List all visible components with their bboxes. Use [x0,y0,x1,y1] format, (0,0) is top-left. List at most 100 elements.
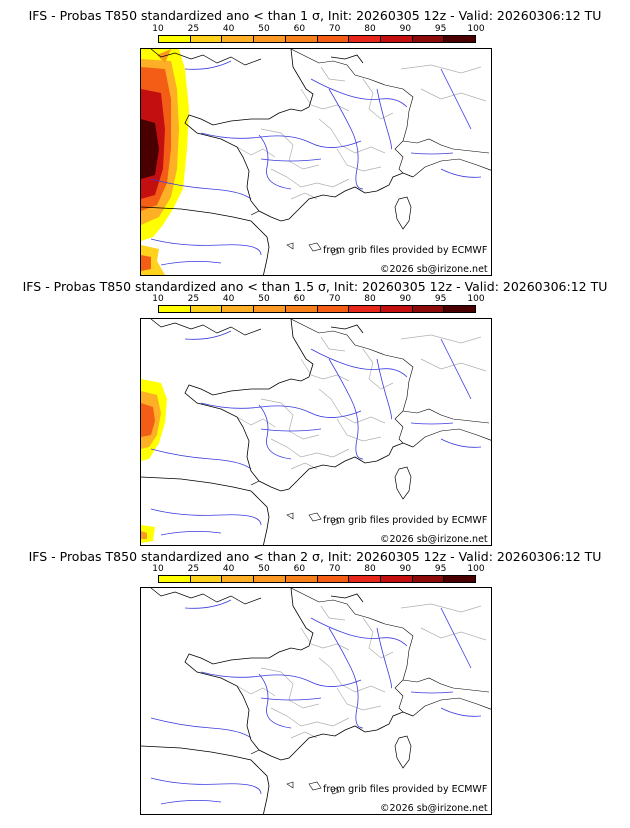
island-corsica [394,735,412,769]
region-boundary [318,388,386,424]
colorbar-tick-label: 90 [399,24,412,34]
colorbar-swatch [159,36,191,42]
country-border [250,210,260,216]
coastline [184,319,414,492]
map: from grib files provided by ECMWF ©2026 … [140,48,492,276]
river [260,697,322,701]
colorbar-swatch [380,36,413,42]
colorbar-swatches [158,305,476,313]
region-boundary [336,687,382,711]
region-boundary [318,118,386,154]
country-border [402,138,490,154]
country-border [412,428,491,448]
river [310,78,408,108]
map: from grib files provided by ECMWF ©2026 … [140,587,492,815]
river [150,717,252,739]
region-boundary [260,667,320,709]
country-border [250,480,260,486]
river [160,261,222,266]
colorbar-tick-label: 50 [258,24,270,34]
colorbar-tick-label: 60 [293,564,306,574]
colorbar-swatch [222,306,255,312]
colorbar-swatch [159,306,191,312]
region-boundary [318,657,386,693]
colorbar-swatches [158,575,476,583]
colorbar-swatch [444,36,476,42]
colorbar-swatch [412,576,445,582]
river [440,607,472,669]
credit-copyright: ©2026 sb@irizone.net [380,264,488,275]
region-boundary [400,64,482,74]
region-boundary [290,462,318,470]
river [440,168,482,178]
region-boundary [270,168,350,188]
colorbar-tick-label: 10 [152,24,164,34]
region-boundary [290,731,318,739]
credit-source: from grib files provided by ECMWF [323,515,488,526]
river [160,531,222,536]
colorbar-swatch [190,576,223,582]
river [258,673,292,729]
coastline [141,476,270,545]
colorbar-swatch [159,576,191,582]
colorbar-swatch [317,576,350,582]
colorbar-tick-label: 70 [328,294,341,304]
coastline [184,49,414,222]
colorbar-tick-label: 95 [434,24,447,34]
island [308,512,322,522]
island [286,512,294,520]
river [376,88,392,150]
island-corsica [394,466,412,500]
region-boundary [236,416,276,428]
coastline [150,49,262,66]
colorbar-tick-label: 50 [258,564,270,574]
colorbar-swatch [380,306,413,312]
map-drawing [141,319,491,545]
colorbar-swatch [349,576,381,582]
map-drawing [141,49,491,275]
colorbar-swatch [444,306,476,312]
probability-field [141,379,167,543]
river [410,152,454,155]
island [330,518,340,526]
colorbar-tick-label: 95 [434,294,447,304]
probability-contour [141,255,151,271]
river [328,627,364,729]
region-boundary [320,336,346,352]
colorbar-swatch [285,306,318,312]
colorbar-swatch [349,306,381,312]
river [184,60,232,70]
colorbar-tick-label: 40 [222,564,235,574]
river [410,691,454,694]
region-boundary [260,128,320,170]
coastline [141,206,270,275]
colorbar-swatch [285,576,318,582]
river [200,132,362,148]
map: from grib files provided by ECMWF ©2026 … [140,318,492,546]
region-boundary [362,348,394,390]
country-border [290,49,414,174]
coastline [330,324,364,334]
country-border [290,319,414,444]
river [440,68,472,130]
river [150,178,252,200]
credit-source: from grib files provided by ECMWF [323,245,488,256]
panel-title: IFS - Probas T850 standardized ano < tha… [22,279,608,294]
region-boundary [320,66,346,82]
colorbar-tick-label: 40 [222,24,235,34]
colorbar-tick-label: 25 [187,294,200,304]
region-boundary [420,627,487,641]
island [330,787,340,795]
colorbar-tick-label: 90 [399,294,412,304]
colorbar-swatch [254,576,286,582]
colorbar-tick-label: 10 [152,294,164,304]
river [328,88,364,190]
colorbar-tick-label: 25 [187,24,200,34]
region-boundary [362,617,394,659]
river [328,358,364,460]
colorbar-tick-label: 60 [293,24,306,34]
coastline [150,588,262,605]
river [200,402,362,418]
colorbar-tick-label: 100 [467,564,485,574]
colorbar-tick-label: 80 [364,564,376,574]
